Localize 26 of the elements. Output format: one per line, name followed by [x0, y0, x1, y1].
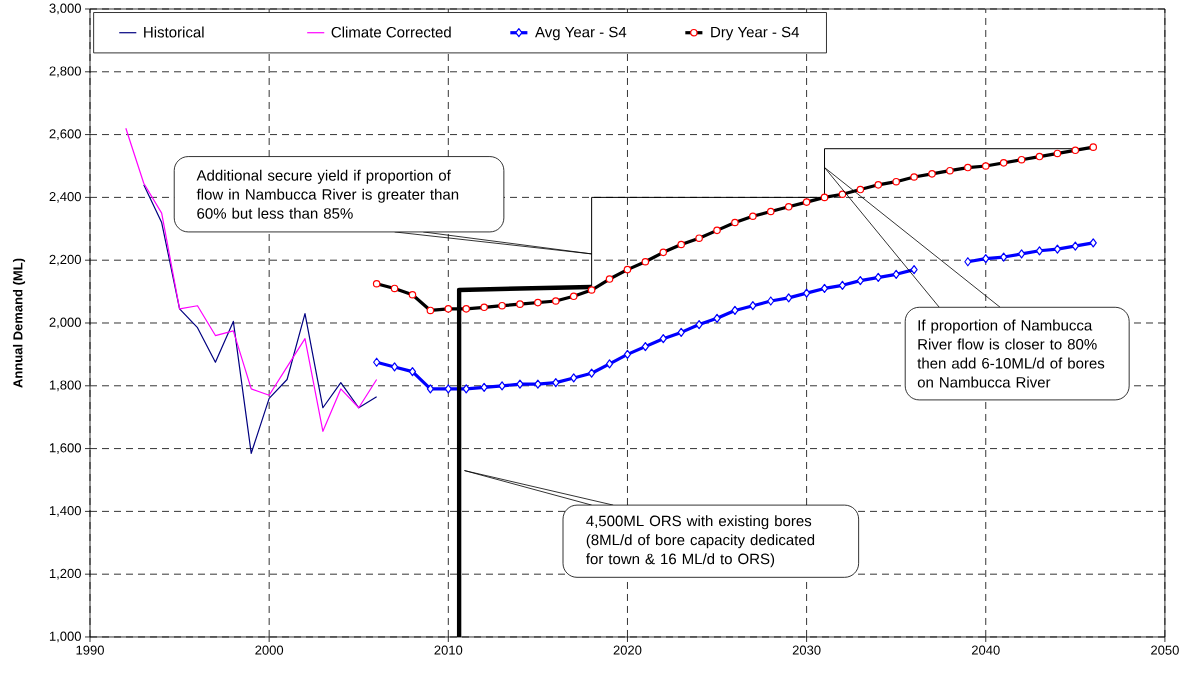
y-tick-label: 1,400 — [49, 506, 81, 517]
x-tick-label: 2000 — [255, 645, 284, 655]
annotation: If proportion of Nambucca River flow is closer to 80% then add 6-10ML/d of bores on Nambucca River — [917, 319, 1105, 388]
legend-label: Avg Year - S4 — [535, 26, 627, 41]
y-tick-label: 2,200 — [49, 254, 81, 266]
y-tick-label: 3,000 — [49, 3, 81, 15]
legend-label: Dry Year - S4 — [711, 26, 800, 41]
x-tick-label: 2050 — [1151, 645, 1179, 655]
y-tick-label: 2,600 — [49, 129, 81, 140]
y-tick-label: 1,200 — [49, 568, 81, 580]
y-tick-label: 1,600 — [49, 443, 81, 454]
y-axis-title: Annual Demand (ML) — [12, 258, 26, 388]
y-tick-label: 2,400 — [49, 192, 81, 203]
x-tick-label: 2010 — [434, 645, 463, 655]
x-tick-label: 2040 — [971, 645, 1000, 655]
y-tick-label: 1,800 — [49, 380, 81, 392]
legend-label: Climate Corrected — [331, 26, 451, 38]
y-tick-label: 2,000 — [49, 317, 81, 329]
x-tick-label: 1990 — [76, 645, 104, 655]
x-tick-label: 2020 — [613, 645, 642, 655]
y-tick-label: 1,000 — [49, 631, 81, 643]
annotation: 4,500ML ORS with existing bores (8ML/d of bore capacity dedicated for town & 16 ML/d to ORS) — [586, 515, 815, 568]
y-tick-label: 2,800 — [49, 66, 81, 78]
x-tick-label: 2030 — [792, 645, 821, 655]
annotation: Additional secure yield if proportion of flow in Nambucca River is greater than 60% but less than 85% — [196, 169, 459, 219]
legend-label: Historical — [144, 26, 204, 38]
